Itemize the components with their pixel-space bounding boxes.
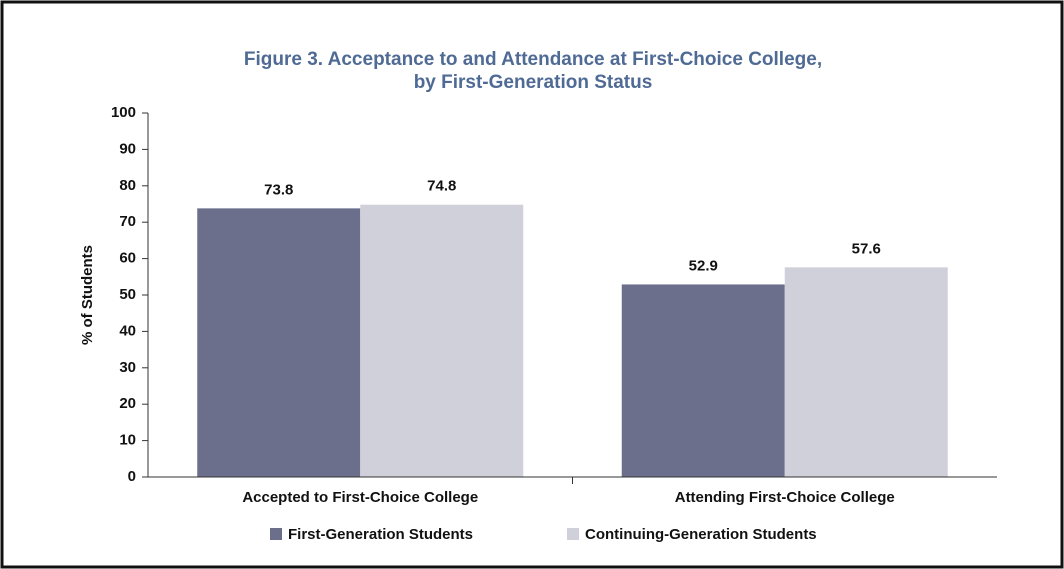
y-axis-label: % of Students <box>79 245 96 345</box>
y-tick-label: 70 <box>119 213 136 230</box>
y-tick-label: 90 <box>119 140 136 157</box>
x-tick-label: Attending First-Choice College <box>675 489 895 506</box>
y-tick-label: 40 <box>119 322 136 339</box>
value-label: 73.8 <box>264 181 293 198</box>
bar <box>784 267 948 477</box>
legend-swatch <box>567 528 579 540</box>
legend-label: Continuing-Generation Students <box>585 526 817 543</box>
value-label: 52.9 <box>689 257 718 274</box>
y-tick-label: 20 <box>119 395 136 412</box>
y-tick-label: 50 <box>119 286 136 303</box>
x-tick-label: Accepted to First-Choice College <box>242 489 478 506</box>
y-tick-label: 10 <box>119 432 136 449</box>
bar <box>621 284 785 477</box>
bar <box>360 204 524 477</box>
chart-title: Figure 3. Acceptance to and Attendance a… <box>244 49 822 70</box>
y-tick-label: 100 <box>111 104 136 121</box>
legend-label: First-Generation Students <box>288 526 473 543</box>
y-tick-label: 30 <box>119 359 136 376</box>
chart-title: by First-Generation Status <box>414 72 653 93</box>
value-label: 57.6 <box>852 240 881 257</box>
y-tick-label: 60 <box>119 250 136 267</box>
y-tick-label: 0 <box>128 468 136 485</box>
bar <box>197 208 361 478</box>
y-tick-label: 80 <box>119 177 136 194</box>
legend-swatch <box>270 528 282 540</box>
value-label: 74.8 <box>427 178 456 195</box>
